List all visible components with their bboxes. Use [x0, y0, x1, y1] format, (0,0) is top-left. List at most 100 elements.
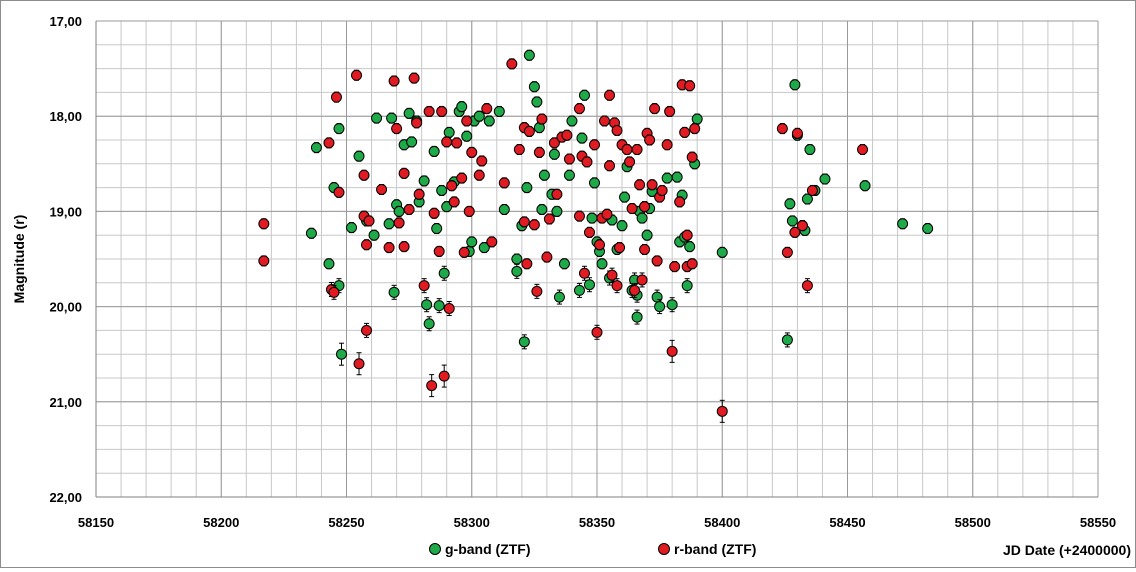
legend-marker-g-band [429, 543, 441, 555]
x-axis-title: JD Date (+2400000) [1003, 542, 1131, 558]
point-g-band [578, 89, 590, 101]
point-g-band [661, 172, 673, 184]
point-r-band [666, 345, 678, 357]
point-r-band [461, 115, 473, 127]
point-r-band [674, 196, 686, 208]
point-r-band [463, 205, 475, 217]
point-r-band [506, 58, 518, 70]
x-tick-label: 58200 [203, 515, 239, 530]
point-g-band [641, 229, 653, 241]
point-g-band [651, 291, 663, 303]
data-points [258, 49, 934, 423]
point-g-band [566, 115, 578, 127]
point-g-band [310, 142, 322, 154]
point-r-band [441, 136, 453, 148]
point-g-band [456, 101, 468, 113]
point-r-band [456, 172, 468, 184]
point-g-band [563, 169, 575, 181]
point-g-band [684, 241, 696, 253]
point-g-band [619, 191, 631, 203]
point-r-band [599, 115, 611, 127]
point-r-band [636, 274, 648, 286]
point-g-band [473, 110, 485, 122]
point-r-band [548, 137, 560, 149]
y-tick-label: 20,00 [49, 300, 82, 315]
point-g-band [819, 173, 831, 185]
point-g-band [386, 112, 398, 124]
point-r-band [649, 103, 661, 115]
y-tick-label: 18,00 [49, 109, 82, 124]
point-r-band [644, 134, 656, 146]
point-r-band [594, 239, 606, 251]
point-r-band [481, 103, 493, 115]
point-r-band [639, 201, 651, 213]
point-r-band [411, 117, 423, 129]
point-r-band [563, 153, 575, 165]
point-g-band [716, 246, 728, 258]
point-g-band [521, 182, 533, 194]
point-g-band [498, 203, 510, 215]
point-g-band [804, 144, 816, 156]
x-tick-label: 58450 [829, 515, 865, 530]
point-r-band [639, 243, 651, 255]
point-r-band [353, 358, 365, 370]
point-r-band [476, 155, 488, 167]
point-g-band [305, 227, 317, 239]
point-r-band [776, 123, 788, 135]
point-g-band [333, 123, 345, 135]
point-g-band [784, 198, 796, 210]
x-tick-label: 58400 [704, 515, 740, 530]
point-r-band [686, 151, 698, 163]
point-r-band [408, 72, 420, 84]
point-r-band [629, 284, 641, 296]
point-r-band [604, 160, 616, 172]
point-r-band [656, 184, 668, 196]
point-g-band [576, 132, 588, 144]
point-r-band [541, 251, 553, 263]
y-tick-label: 21,00 [49, 395, 82, 410]
point-r-band [486, 236, 498, 248]
point-r-band [626, 203, 638, 215]
point-r-band [679, 126, 691, 138]
point-r-band [498, 177, 510, 189]
point-r-band [536, 113, 548, 125]
legend-label-r-band: r-band (ZTF) [674, 541, 756, 557]
point-r-band [664, 105, 676, 117]
point-r-band [413, 188, 425, 200]
point-r-band [393, 217, 405, 229]
point-r-band [473, 169, 485, 181]
point-r-band [796, 220, 808, 232]
point-r-band [351, 69, 363, 81]
point-r-band [398, 167, 410, 179]
point-g-band [548, 148, 560, 160]
point-g-band [423, 318, 435, 330]
point-g-band [511, 265, 523, 277]
point-r-band [857, 144, 869, 156]
point-g-band [631, 311, 643, 323]
point-r-band [543, 213, 555, 225]
point-r-band [438, 370, 450, 382]
point-r-band [361, 239, 373, 251]
point-r-band [634, 179, 646, 191]
y-axis-title: Magnitude (r) [11, 215, 27, 304]
point-g-band [383, 218, 395, 230]
x-tick-label: 58250 [328, 515, 364, 530]
x-tick-label: 58500 [955, 515, 991, 530]
point-g-band [922, 223, 934, 235]
point-r-band [611, 124, 623, 136]
point-g-band [691, 113, 703, 125]
point-r-band [621, 144, 633, 156]
x-tick-label: 58550 [1080, 515, 1116, 530]
point-g-band [558, 258, 570, 270]
grid [95, 20, 1099, 498]
point-r-band [689, 123, 701, 135]
x-tick-label: 58300 [454, 515, 490, 530]
point-g-band [346, 222, 358, 234]
point-g-band [418, 175, 430, 187]
point-g-band [483, 115, 495, 127]
point-r-band [383, 242, 395, 254]
point-r-band [258, 255, 270, 267]
point-r-band [669, 261, 681, 273]
